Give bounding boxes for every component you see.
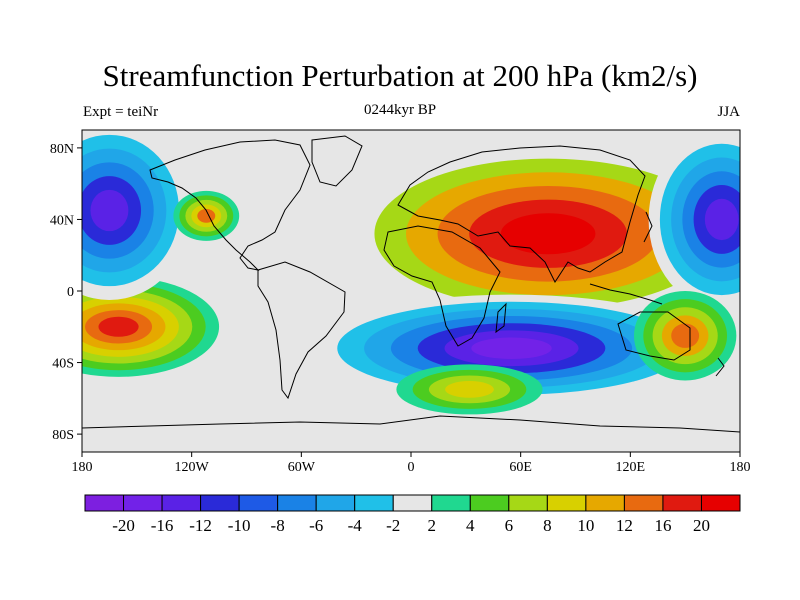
coastline-indonesia bbox=[589, 283, 663, 305]
colorbar-label: 8 bbox=[543, 516, 552, 535]
colorbar-swatch bbox=[431, 494, 471, 512]
x-tick-label: 120W bbox=[175, 460, 210, 475]
colorbar-label: -8 bbox=[271, 516, 285, 535]
colorbar-label: -20 bbox=[112, 516, 135, 535]
coastline-greenland bbox=[311, 135, 363, 187]
coastline-north-america bbox=[149, 139, 311, 271]
colorbar-label: -6 bbox=[309, 516, 323, 535]
x-tick-label: 180 bbox=[72, 460, 93, 475]
contour-field bbox=[82, 130, 740, 452]
y-tick-label: 40N bbox=[50, 213, 74, 228]
colorbar-swatch bbox=[508, 494, 548, 512]
colorbar-label: -2 bbox=[386, 516, 400, 535]
coastline-south-america bbox=[257, 261, 346, 400]
colorbar-swatch bbox=[469, 494, 510, 512]
time-label: 0244kyr BP bbox=[363, 102, 437, 118]
coastline-japan bbox=[643, 211, 653, 243]
coastline-eurasia bbox=[397, 145, 646, 284]
colorbar-label: -4 bbox=[348, 516, 363, 535]
colorbar-label: 2 bbox=[428, 516, 437, 535]
colorbar-swatch bbox=[84, 494, 125, 512]
colorbar-label: 10 bbox=[577, 516, 594, 535]
colorbar: -20 -16 -12 -10 -8 -6 -4 -2 2 4 6 8 10 12 16 20 bbox=[84, 494, 741, 535]
x-tick-label: 120E bbox=[616, 460, 646, 475]
x-tick-label: 60E bbox=[509, 460, 532, 475]
colorbar-label: 16 bbox=[654, 516, 671, 535]
x-tick-label: 0 bbox=[408, 460, 415, 475]
colorbar-label: 20 bbox=[693, 516, 710, 535]
y-tick-label: 80S bbox=[52, 428, 74, 443]
coastline-madagascar bbox=[495, 302, 507, 334]
contour-band bbox=[500, 213, 596, 255]
colorbar-swatch bbox=[277, 494, 317, 512]
contour-band bbox=[671, 323, 700, 348]
colorbar-swatch bbox=[700, 494, 741, 512]
x-tick-label: 60W bbox=[288, 460, 316, 475]
coastline-australia bbox=[617, 311, 691, 361]
coastline-new-zealand bbox=[715, 357, 725, 377]
colorbar-swatch bbox=[315, 494, 356, 512]
experiment-label: Expt = teiNr bbox=[83, 104, 159, 120]
colorbar-swatch bbox=[662, 494, 702, 512]
colorbar-label: 12 bbox=[616, 516, 633, 535]
coastline-africa bbox=[383, 225, 501, 347]
colorbar-swatch bbox=[392, 494, 433, 512]
colorbar-swatch bbox=[161, 494, 202, 512]
contour-band bbox=[471, 337, 552, 359]
colorbar-label: -10 bbox=[228, 516, 251, 535]
colorbar-label: 6 bbox=[505, 516, 514, 535]
colorbar-swatch bbox=[123, 494, 163, 512]
contour-band bbox=[98, 316, 139, 337]
colorbar-swatch bbox=[585, 494, 625, 512]
chart-title: Streamfunction Perturbation at 200 hPa (… bbox=[102, 58, 698, 93]
colorbar-label: 4 bbox=[466, 516, 475, 535]
colorbar-label: -12 bbox=[189, 516, 212, 535]
colorbar-swatch bbox=[623, 494, 664, 512]
colorbar-label: -16 bbox=[151, 516, 174, 535]
contour-band bbox=[90, 189, 129, 232]
contour-band bbox=[445, 381, 494, 398]
contour-band bbox=[704, 198, 739, 241]
y-tick-label: 0 bbox=[67, 285, 74, 300]
colorbar-swatch bbox=[354, 494, 394, 512]
x-tick-label: 180 bbox=[730, 460, 751, 475]
y-tick-label: 80N bbox=[50, 142, 74, 157]
coastline-antarctica bbox=[82, 415, 740, 433]
coastlines bbox=[82, 135, 740, 433]
colorbar-swatch bbox=[238, 494, 279, 512]
colorbar-swatch bbox=[200, 494, 240, 512]
season-label: JJA bbox=[717, 104, 740, 120]
axis-ticks: 180 120W 60W 0 60E 120E 180 80N 40N 0 40S 80S bbox=[50, 142, 751, 475]
colorbar-swatch bbox=[546, 494, 587, 512]
y-tick-label: 40S bbox=[52, 357, 74, 372]
